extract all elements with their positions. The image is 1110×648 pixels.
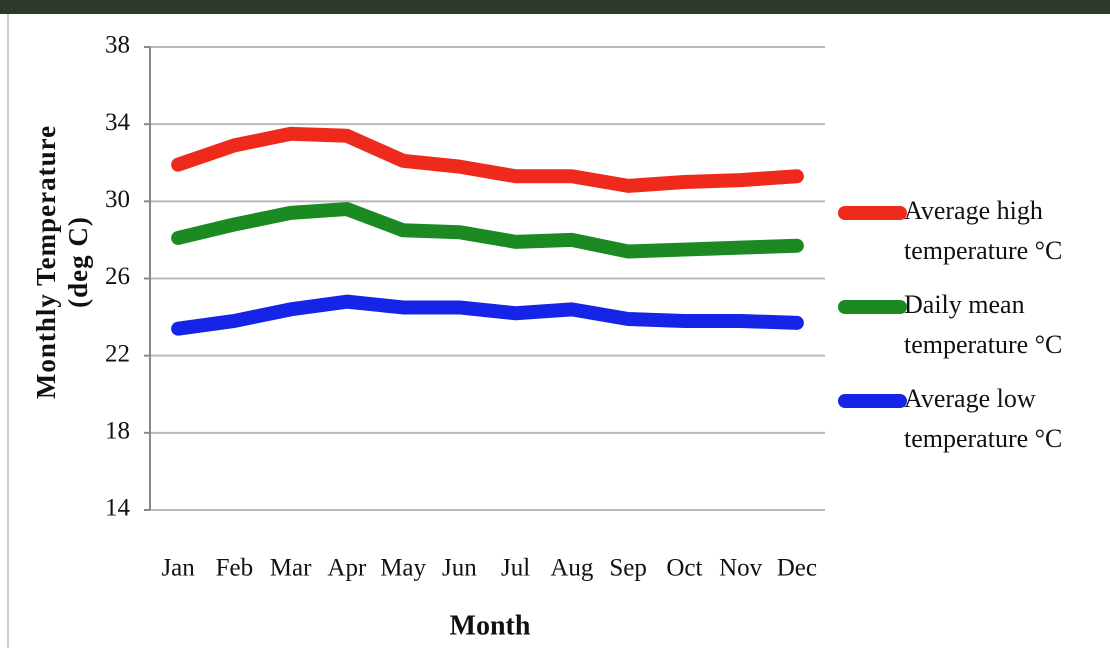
x-tick-label: Jul [501,555,530,582]
x-tick-label: Nov [719,555,763,582]
x-tick-label: May [380,555,426,582]
x-tick-label: Apr [327,555,367,582]
series-line [171,202,804,259]
series-line [171,126,804,193]
y-tick-label: 18 [105,418,130,445]
y-tick-label: 34 [105,109,131,136]
legend-label: Average high temperature °C [904,196,1063,265]
legend-label: Average low temperature °C [904,384,1063,453]
y-axis-title: Monthly Temperature (deg C) [31,124,93,400]
y-tick-label: 14 [105,495,131,522]
y-tick-label: 26 [105,263,130,290]
y-tick-label: 30 [105,186,130,213]
series-line [171,294,804,336]
x-tick-label: Oct [666,555,702,582]
top-strip [0,0,1110,14]
x-tick-label: Mar [270,555,312,582]
x-tick-label: Aug [550,555,594,582]
x-tick-label: Jun [442,555,477,582]
x-tick-label: Jan [161,555,195,582]
x-tick-label: Sep [609,555,647,582]
y-tick-label: 22 [105,340,130,367]
legend-label: Daily mean temperature °C [904,290,1063,359]
x-axis-title: Month [450,610,531,641]
y-tick-label: 38 [105,32,130,59]
x-tick-label: Feb [216,555,254,582]
x-tick-label: Dec [777,555,817,582]
